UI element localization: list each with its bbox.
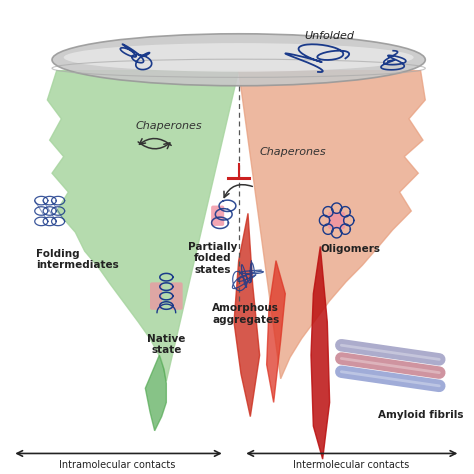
Text: Oligomers: Oligomers (320, 244, 381, 254)
Polygon shape (267, 261, 285, 402)
Polygon shape (234, 213, 260, 417)
FancyBboxPatch shape (211, 206, 224, 226)
Polygon shape (47, 71, 238, 381)
FancyBboxPatch shape (328, 212, 345, 229)
Polygon shape (238, 71, 425, 379)
Text: Chaperones: Chaperones (136, 121, 202, 131)
FancyBboxPatch shape (171, 283, 182, 310)
Ellipse shape (64, 43, 414, 72)
Text: Amorphous
aggregates: Amorphous aggregates (212, 303, 279, 325)
Text: Folding
intermediates: Folding intermediates (36, 249, 118, 270)
Text: Amyloid fibrils: Amyloid fibrils (378, 410, 464, 419)
Ellipse shape (52, 34, 425, 86)
FancyBboxPatch shape (150, 283, 162, 310)
Text: Chaperones: Chaperones (260, 147, 326, 157)
Polygon shape (311, 246, 329, 459)
Text: Partially
folded
states: Partially folded states (188, 242, 237, 275)
Polygon shape (146, 355, 166, 431)
Text: Unfolded: Unfolded (305, 31, 355, 41)
Text: Native
state: Native state (147, 334, 185, 356)
Text: Intramolecular contacts: Intramolecular contacts (59, 460, 175, 470)
Text: Intermolecular contacts: Intermolecular contacts (292, 460, 409, 470)
